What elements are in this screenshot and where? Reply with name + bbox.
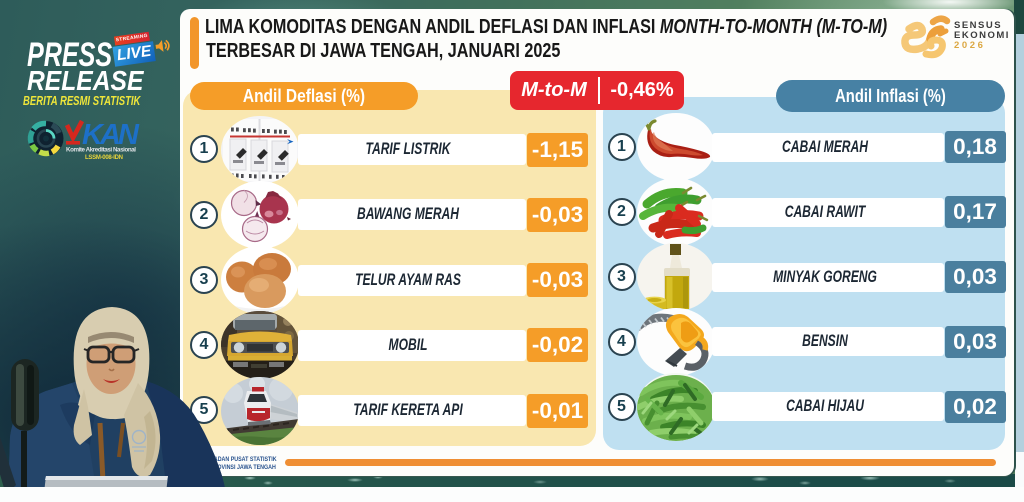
svg-text:LSSM-008-IDN: LSSM-008-IDN [85,155,123,161]
svg-text:KAN: KAN [82,119,140,151]
svg-text:Komite Akreditasi Nasional: Komite Akreditasi Nasional [66,147,136,154]
